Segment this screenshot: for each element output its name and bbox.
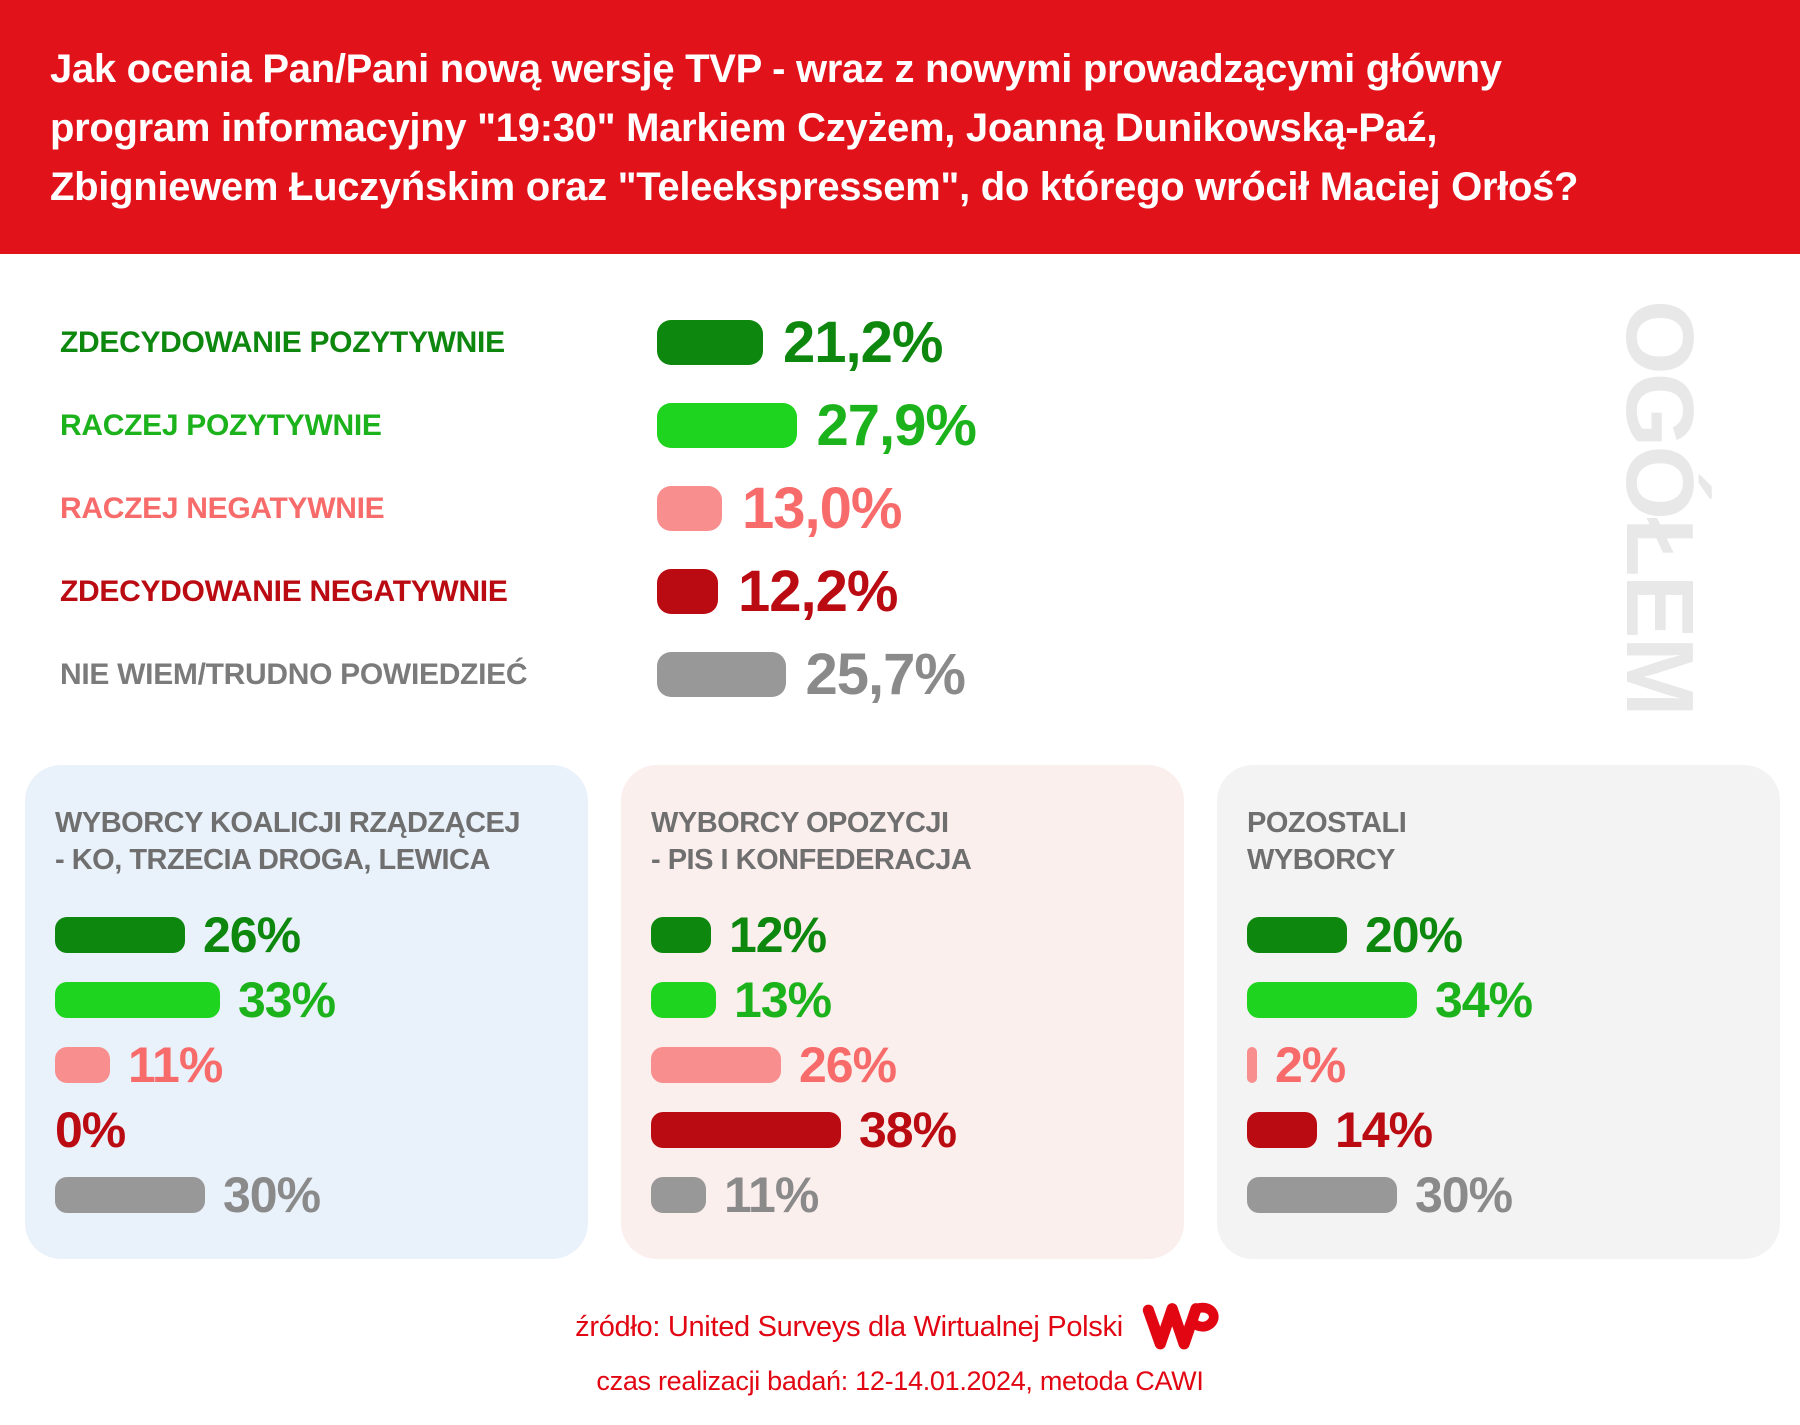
value-label: 14%	[1335, 1102, 1433, 1158]
panel-title: WYBORCY OPOZYCJI - PIS I KONFEDERACJA	[651, 805, 1154, 879]
value-bar	[55, 1047, 110, 1083]
value-label: 26%	[799, 1037, 897, 1093]
survey-question-line: Zbigniewem Łuczyńskim oraz "Teleekspress…	[50, 165, 1579, 209]
panel-row: 33%	[55, 972, 336, 1028]
wp-logo-icon	[1142, 1302, 1219, 1350]
category-label: ZDECYDOWANIE POZYTYWNIE	[60, 325, 505, 359]
category-label: ZDECYDOWANIE NEGATYWNIE	[60, 574, 508, 608]
value-label: 33%	[238, 972, 336, 1028]
panel-row: 30%	[1247, 1167, 1513, 1223]
value-label: 13,0%	[742, 476, 902, 541]
panel-title-line: POZOSTALI	[1247, 807, 1407, 839]
overall-row: ZDECYDOWANIE POZYTYWNIE 21,2%	[60, 310, 943, 375]
panel-row: 14%	[1247, 1102, 1433, 1158]
panel-title-line: WYBORCY KOALICJI RZĄDZĄCEJ	[55, 807, 521, 839]
value-bar	[657, 486, 722, 531]
voter-group-panel: WYBORCY OPOZYCJI - PIS I KONFEDERACJA 12% 1…	[621, 765, 1184, 1259]
panel-row: 12%	[651, 907, 827, 963]
value-label: 13%	[734, 972, 832, 1028]
value-bar	[657, 403, 797, 448]
value-label: 38%	[859, 1102, 957, 1158]
panel-title-line: - KO, TRZECIA DROGA, LEWICA	[55, 844, 490, 876]
panel-row: 26%	[651, 1037, 897, 1093]
panel-row: 38%	[651, 1102, 957, 1158]
voter-group-panel: POZOSTALI WYBORCY 20% 34% 2% 14% 30%	[1217, 765, 1780, 1259]
panel-title-line: WYBORCY OPOZYCJI	[651, 807, 949, 839]
panel-row: 11%	[55, 1037, 223, 1093]
category-label: RACZEJ NEGATYWNIE	[60, 491, 385, 525]
panel-row: 2%	[1247, 1037, 1346, 1093]
value-bar	[1247, 1177, 1397, 1213]
panel-title: WYBORCY KOALICJI RZĄDZĄCEJ - KO, TRZECIA …	[55, 805, 558, 879]
voter-group-panel: WYBORCY KOALICJI RZĄDZĄCEJ - KO, TRZECIA …	[25, 765, 588, 1259]
value-bar	[1247, 1112, 1317, 1148]
overall-row: RACZEJ POZYTYWNIE 27,9%	[60, 393, 977, 458]
value-bar	[1247, 1047, 1257, 1083]
category-label: NIE WIEM/TRUDNO POWIEDZIEĆ	[60, 657, 528, 691]
value-bar	[657, 569, 718, 614]
category-label: RACZEJ POZYTYWNIE	[60, 408, 382, 442]
panel-row: 34%	[1247, 972, 1533, 1028]
value-bar	[55, 982, 220, 1018]
footer-source-row: źródło: United Surveys dla Wirtualnej Po…	[0, 1295, 1800, 1359]
survey-question-line: Jak ocenia Pan/Pani nową wersję TVP - wr…	[50, 47, 1502, 91]
watermark-ogolem: OGÓŁEM	[1606, 300, 1713, 715]
panel-row: 26%	[55, 907, 301, 963]
panel-row: 13%	[651, 972, 832, 1028]
panel-title-line: - PIS I KONFEDERACJA	[651, 844, 972, 876]
value-label: 30%	[223, 1167, 321, 1223]
value-label: 26%	[203, 907, 301, 963]
value-bar	[657, 320, 763, 365]
overall-row: RACZEJ NEGATYWNIE 13,0%	[60, 476, 902, 541]
overall-row: NIE WIEM/TRUDNO POWIEDZIEĆ 25,7%	[60, 642, 966, 707]
footer-details-text: czas realizacji badań: 12-14.01.2024, me…	[596, 1366, 1204, 1396]
value-label: 30%	[1415, 1167, 1513, 1223]
value-bar	[1247, 917, 1347, 953]
value-label: 12%	[729, 907, 827, 963]
panel-row: 20%	[1247, 907, 1463, 963]
value-bar	[1247, 982, 1417, 1018]
value-bar	[55, 917, 185, 953]
value-label: 2%	[1275, 1037, 1346, 1093]
overall-row: ZDECYDOWANIE NEGATYWNIE 12,2%	[60, 559, 898, 624]
value-label: 0%	[55, 1102, 126, 1158]
value-bar	[651, 1047, 781, 1083]
footer-source-text: źródło: United Surveys dla Wirtualnej Po…	[575, 1310, 1123, 1343]
value-label: 20%	[1365, 907, 1463, 963]
panel-title-line: WYBORCY	[1247, 844, 1395, 876]
value-bar	[651, 917, 711, 953]
value-label: 25,7%	[805, 642, 966, 707]
value-label: 11%	[724, 1167, 819, 1223]
value-label: 12,2%	[738, 559, 898, 624]
panel-title: POZOSTALI WYBORCY	[1247, 805, 1750, 879]
value-label: 34%	[1435, 972, 1533, 1028]
value-label: 11%	[128, 1037, 223, 1093]
value-label: 27,9%	[816, 393, 977, 458]
value-bar	[651, 1177, 706, 1213]
value-bar	[55, 1177, 205, 1213]
panel-row: 0%	[55, 1102, 126, 1158]
value-bar	[657, 652, 786, 697]
panel-row: 11%	[651, 1167, 819, 1223]
value-bar	[651, 982, 716, 1018]
value-bar	[651, 1112, 841, 1148]
survey-question-line: program informacyjny "19:30" Markiem Czy…	[50, 106, 1438, 150]
header: Jak ocenia Pan/Pani nową wersję TVP - wr…	[0, 0, 1800, 254]
value-label: 21,2%	[783, 310, 943, 375]
panel-row: 30%	[55, 1167, 321, 1223]
